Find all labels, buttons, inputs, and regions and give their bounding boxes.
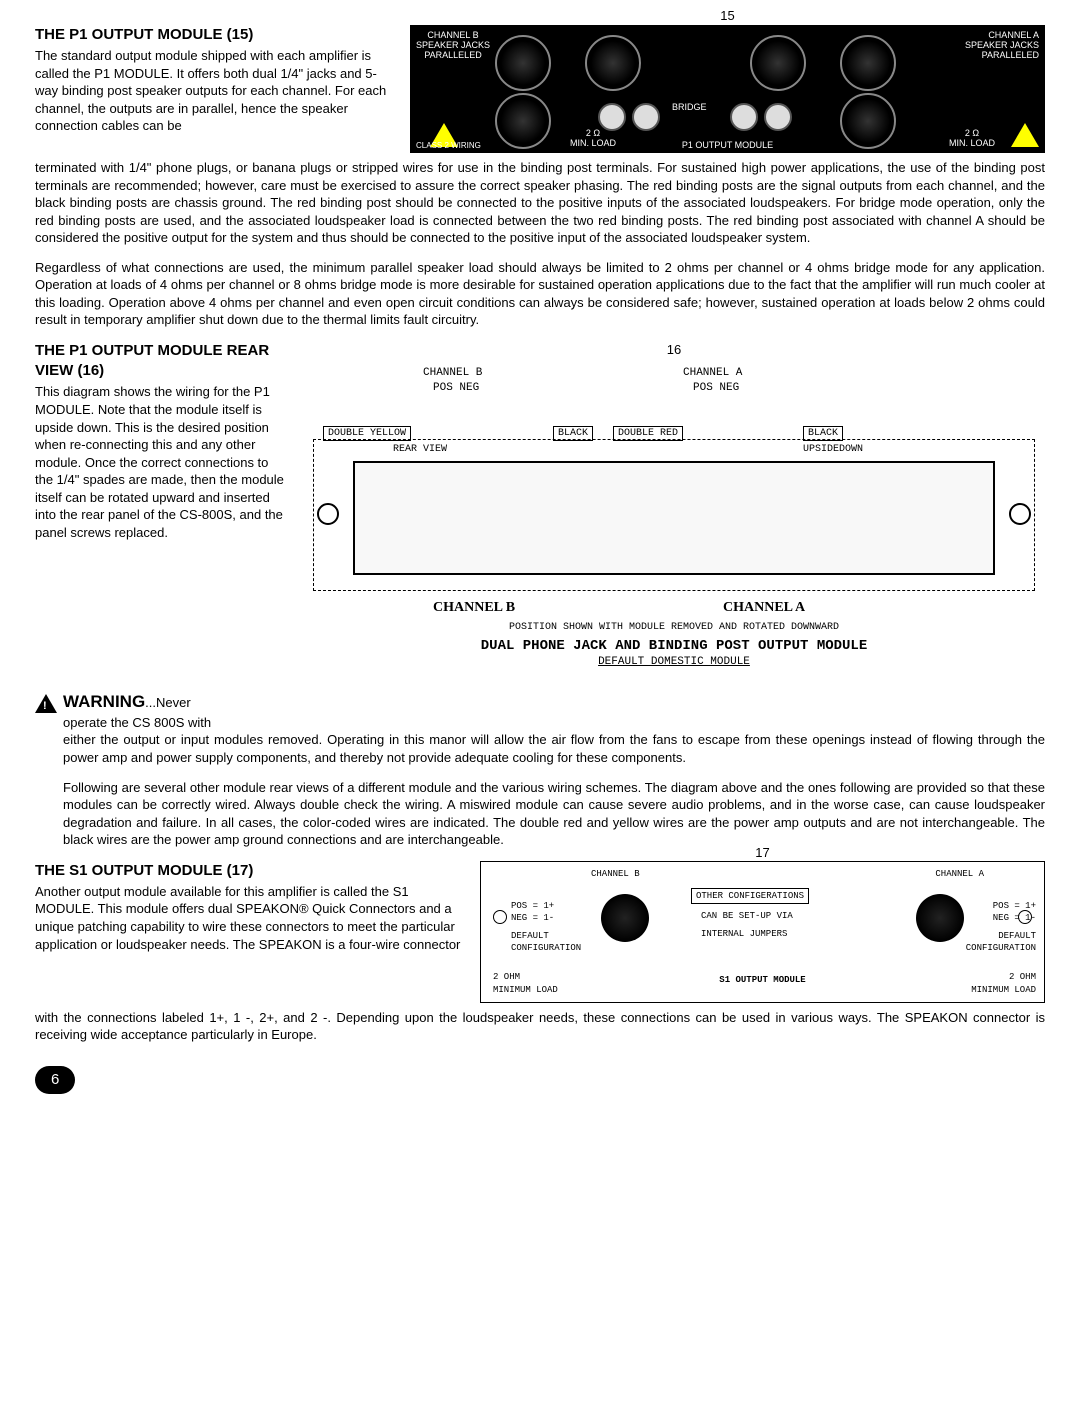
d17-other: OTHER CONFIGERATIONS: [691, 888, 809, 904]
d15-conn-icon: [585, 35, 641, 91]
d15-cha-label: CHANNEL A SPEAKER JACKS PARALLELED: [965, 31, 1039, 61]
d16-cha-top: CHANNEL A: [683, 366, 742, 381]
warning-tail: ...Never: [145, 695, 191, 710]
d17-def: DEFAULT CONFIGURATION: [511, 930, 581, 954]
d15-post-icon: [632, 103, 660, 131]
d16-posneg: POS NEG: [693, 381, 739, 396]
screw-icon: [1009, 503, 1031, 525]
d17-mod: S1 OUTPUT MODULE: [719, 974, 805, 986]
warning-lead: WARNING: [63, 692, 145, 711]
section-17-title: THE S1 OUTPUT MODULE (17): [35, 861, 465, 881]
d16-chb-top: CHANNEL B: [423, 366, 482, 381]
d15-module-label: P1 OUTPUT MODULE: [682, 141, 773, 151]
d15-conn-icon: [495, 93, 551, 149]
d17-ohm: 2 OHM MINIMUM LOAD: [493, 971, 558, 995]
section-15-para3: Regardless of what connections are used,…: [35, 259, 1045, 329]
d17-jump: INTERNAL JUMPERS: [701, 928, 787, 940]
section-17-para1: Another output module available for this…: [35, 883, 465, 953]
d17-chb: CHANNEL B: [591, 868, 640, 880]
section-16-para: This diagram shows the wiring for the P1…: [35, 383, 285, 541]
d15-ohm-label: 2 Ω MIN. LOAD: [570, 129, 616, 149]
d15-post-icon: [764, 103, 792, 131]
d16-caption2: DUAL PHONE JACK AND BINDING POST OUTPUT …: [303, 637, 1045, 656]
d15-conn-icon: [840, 93, 896, 149]
page-number: 6: [35, 1066, 75, 1094]
section-15-title: THE P1 OUTPUT MODULE (15): [35, 25, 395, 45]
d15-post-icon: [730, 103, 758, 131]
section-17-para2: with the connections labeled 1+, 1 -, 2+…: [35, 1009, 1045, 1044]
d15-class-label: CLASS 2 WIRING: [416, 142, 481, 151]
section-15-intro: The standard output module shipped with …: [35, 47, 395, 135]
figure-16-diagram: CHANNEL B CHANNEL A POS NEG POS NEG DOUB…: [303, 341, 1045, 681]
d15-conn-icon: [840, 35, 896, 91]
d15-conn-icon: [495, 35, 551, 91]
warning-triangle-icon: [1011, 123, 1039, 147]
d17-can: CAN BE SET-UP VIA: [701, 910, 793, 922]
d16-posneg: POS NEG: [433, 381, 479, 396]
d17-cha: CHANNEL A: [935, 868, 984, 880]
d16-caption1: POSITION SHOWN WITH MODULE REMOVED AND R…: [303, 621, 1045, 635]
d16-caption3: DEFAULT DOMESTIC MODULE: [303, 655, 1045, 670]
d15-conn-icon: [750, 35, 806, 91]
speakon-icon: [601, 894, 649, 942]
figure-17-diagram: CHANNEL B CHANNEL A POS = 1+ NEG = 1- PO…: [480, 861, 1045, 1003]
d17-ohm: 2 OHM MINIMUM LOAD: [971, 971, 1036, 995]
screw-icon: [317, 503, 339, 525]
warning-para: either the output or input modules remov…: [63, 731, 1045, 766]
figure-17-label: 17: [755, 844, 769, 862]
warning-heading: WARNING...Never: [63, 691, 1045, 714]
screw-icon: [493, 910, 507, 924]
warning-triangle-icon: [35, 694, 57, 713]
d15-post-icon: [598, 103, 626, 131]
d16-cha-bot: CHANNEL A: [723, 599, 805, 618]
d15-ohm-label: 2 Ω MIN. LOAD: [949, 129, 995, 149]
mid-para: Following are several other module rear …: [63, 779, 1045, 849]
figure-15-diagram: CHANNEL B SPEAKER JACKS PARALLELED CHANN…: [410, 25, 1045, 153]
d17-def: DEFAULT CONFIGURATION: [966, 930, 1036, 954]
section-15-para2: terminated with 1/4" phone plugs, or ban…: [35, 159, 1045, 247]
warning-line2: operate the CS 800S with: [63, 714, 1045, 732]
speakon-icon: [916, 894, 964, 942]
d16-chb-bot: CHANNEL B: [433, 599, 515, 618]
d17-pos: POS = 1+ NEG = 1-: [511, 900, 554, 924]
d16-module-rect: [353, 461, 995, 575]
section-16-title: THE P1 OUTPUT MODULE REAR VIEW (16): [35, 341, 285, 382]
d17-pos: POS = 1+ NEG = 1-: [993, 900, 1036, 924]
figure-15-label: 15: [720, 7, 734, 25]
d15-bridge-label: BRIDGE: [672, 103, 707, 113]
d15-chb-label: CHANNEL B SPEAKER JACKS PARALLELED: [416, 31, 490, 61]
